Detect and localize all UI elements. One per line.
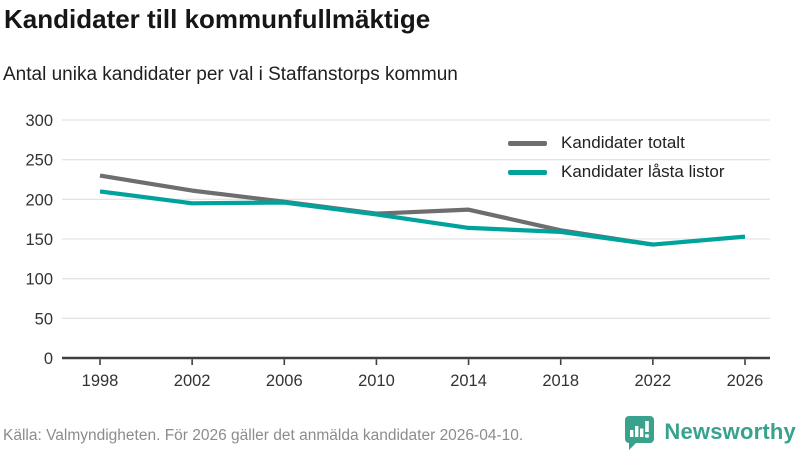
legend-item-lasta-listor: Kandidater låsta listor — [508, 162, 724, 182]
newsworthy-wordmark: Newsworthy — [664, 419, 796, 444]
y-tick-label: 200 — [25, 191, 53, 209]
source-note: Källa: Valmyndigheten. För 2026 gäller d… — [3, 427, 524, 444]
x-tick-label: 2014 — [450, 372, 487, 390]
x-tick-label: 2026 — [727, 372, 764, 390]
chart-subtitle: Antal unika kandidater per val i Staffan… — [3, 64, 458, 85]
legend-item-totalt: Kandidater totalt — [508, 133, 724, 153]
series-line-lasta-listor — [99, 189, 746, 247]
legend-swatch-lasta-listor — [508, 169, 547, 175]
x-tick-label: 2010 — [358, 372, 395, 390]
newsworthy-logo-icon — [625, 416, 655, 450]
legend-swatch-totalt — [508, 140, 547, 146]
newsworthy-brand: Newsworthy — [622, 414, 796, 450]
x-tick-label: 2002 — [174, 372, 211, 390]
y-tick-label: 100 — [25, 271, 53, 289]
y-tick-label: 50 — [35, 310, 53, 328]
y-tick-label: 300 — [25, 112, 53, 130]
legend-label-lasta-listor: Kandidater låsta listor — [561, 162, 725, 181]
y-tick-label: 250 — [25, 152, 53, 170]
x-tick-label: 2006 — [266, 372, 303, 390]
legend-label-totalt: Kandidater totalt — [561, 133, 685, 152]
y-tick-label: 150 — [25, 231, 53, 249]
x-tick-label: 2022 — [634, 372, 671, 390]
chart-legend: Kandidater totalt Kandidater låsta listo… — [508, 133, 724, 182]
x-tick-label: 2018 — [542, 372, 579, 390]
x-tick-label: 1998 — [82, 372, 119, 390]
chart-title: Kandidater till kommunfullmäktige — [4, 4, 431, 34]
y-tick-label: 0 — [44, 350, 53, 368]
